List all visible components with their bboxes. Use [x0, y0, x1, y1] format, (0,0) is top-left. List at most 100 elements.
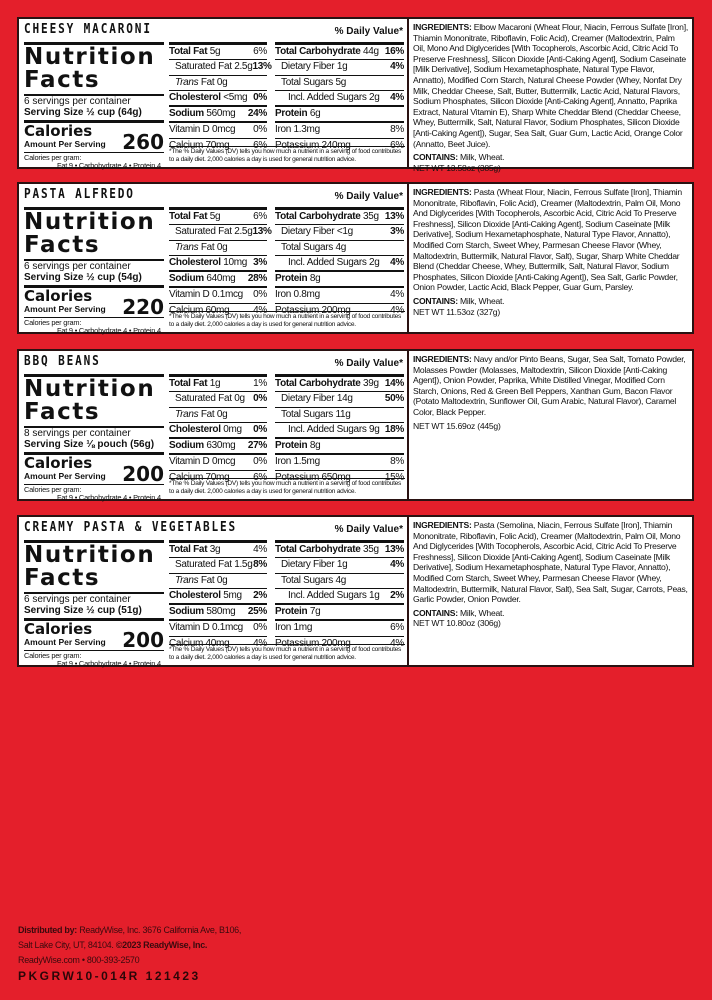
nutrient-amount: 1.5g [234, 559, 253, 571]
nutrient-label: Cholesterol [169, 256, 221, 268]
nutrient-row: Total Fat 1g 1% [169, 377, 267, 393]
calories-label: Calories [24, 620, 93, 638]
product-name: BBQ BEANS [24, 354, 101, 369]
nutrient-row: Potassium 240mg 6% [275, 139, 404, 153]
nutrient-row: Sodium 580mg 25% [169, 605, 267, 622]
nutrient-label: Saturated Fat [175, 559, 232, 571]
daily-value-header: % Daily Value* [334, 26, 403, 37]
nutrient-dv: 8% [390, 124, 404, 136]
distributor-line: Distributed by: ReadyWise, Inc. 3676 Cal… [18, 923, 241, 938]
nutrient-row: Total Sugars 4g [275, 574, 404, 589]
product-name: PASTA ALFREDO [24, 187, 135, 202]
nutrient-amount: 7g [309, 606, 321, 618]
nutrient-amount: 0.1mcg [211, 622, 243, 634]
dv-footnote: *The % Daily Values (DV) tells you how m… [169, 644, 405, 661]
nutrient-label: Cholesterol [169, 91, 221, 103]
nutrient-label: Potassium [275, 139, 319, 151]
nutrient-amount: 630mg [206, 440, 236, 452]
nutrient-amount: 640mg [206, 273, 236, 285]
calories-block: Calories Amount Per Serving 220 [24, 285, 164, 317]
nutrient-amount: 10mg [223, 256, 248, 268]
nutrient-label: Iron [275, 622, 292, 634]
nutrient-row: Dietary Fiber 1g 4% [275, 558, 404, 574]
nutrient-row: Potassium 200mg 4% [275, 637, 404, 651]
contains-label: CONTAINS: [413, 607, 458, 618]
nutrient-amount: 0mcg [211, 124, 236, 136]
nutrient-label: Potassium [275, 637, 319, 649]
nutrient-dv: 4% [390, 61, 404, 73]
nutrient-dv: 27% [247, 440, 267, 452]
nutrient-amount: 1g [336, 61, 348, 73]
nutrient-label: Total Carbohydrate [275, 46, 361, 57]
nutrient-dv: 0% [253, 456, 267, 468]
nutrient-amount: 200mg [321, 304, 351, 316]
nutrient-amount: 70mg [205, 139, 230, 151]
nutrient-dv: 25% [247, 606, 267, 618]
nutrient-amount: 1g [209, 378, 221, 389]
nutrient-label: Calcium [169, 471, 204, 483]
nutrient-row: Dietary Fiber 1g 4% [275, 60, 404, 76]
nutrient-row: Calcium 60mg 4% [169, 304, 267, 318]
ingredients-text: Pasta (Wheat Flour, Niacin, Ferrous Sulf… [413, 187, 682, 293]
facts-heading: Facts [24, 67, 101, 93]
nutrient-row: Saturated Fat 2.5g 13% [169, 225, 272, 241]
product-name: CREAMY PASTA & VEGETABLES [24, 520, 238, 535]
nutrition-heading: Nutrition [24, 44, 156, 70]
amount-per-serving: Amount Per Serving [24, 637, 106, 647]
nutrient-amount: 4g [335, 574, 347, 586]
calories-per-gram-values: Fat 9 • Carbohydrate 4 • Protein 4 [57, 326, 161, 335]
nutrient-row: Trans Fat 0g [169, 241, 267, 256]
servings-per-container: 6 servings per container [24, 592, 164, 605]
nutrient-label: Vitamin D [169, 124, 210, 136]
ingredients-label: INGREDIENTS: [413, 187, 472, 197]
net-weight: NET WT 15.69oz (445g) [413, 420, 501, 431]
nutrient-row: Dietary Fiber 14g 50% [275, 392, 404, 408]
nutrient-amount: 1.3mg [293, 124, 321, 136]
nutrient-amount: 0mcg [211, 456, 236, 468]
nutrient-label: Dietary Fiber [281, 393, 335, 405]
net-weight: NET WT 10.80oz (306g) [413, 618, 501, 629]
product-name: CHEESY MACARONI [24, 22, 152, 37]
nutrient-amount: 200mg [321, 637, 351, 649]
nutrient-dv: 4% [253, 637, 267, 649]
calories-per-gram: Calories per gram: Fat 9 • Carbohydrate … [24, 152, 164, 170]
nutrient-dv: 0% [253, 124, 267, 136]
ingredients-label: INGREDIENTS: [413, 354, 472, 364]
calories-per-gram-values: Fat 9 • Carbohydrate 4 • Protein 4 [57, 161, 161, 170]
amount-per-serving: Amount Per Serving [24, 139, 106, 149]
dv-footnote: *The % Daily Values (DV) tells you how m… [169, 478, 405, 495]
calories-per-gram-values: Fat 9 • Carbohydrate 4 • Protein 4 [57, 659, 161, 668]
nutrition-summary: Nutrition Facts 8 servings per container… [24, 374, 164, 502]
calories-per-gram: Calories per gram: Fat 9 • Carbohydrate … [24, 484, 164, 502]
nutrient-row: Vitamin D 0mcg 0% [169, 455, 267, 471]
nutrient-label: Incl. Added Sugars [288, 423, 367, 435]
nutrient-dv: 24% [247, 108, 267, 120]
nutrient-row: Sodium 630mg 27% [169, 439, 267, 456]
serving-size: Serving Size ½ cup (51g) [24, 605, 142, 616]
nutrient-label: Total Sugars [281, 76, 333, 88]
nutrient-dv: 13% [384, 544, 404, 555]
net-weight: NET WT 11.53oz (327g) [413, 306, 500, 317]
nutrient-label: Dietary Fiber [281, 226, 335, 238]
nutrient-row: Incl. Added Sugars 2g 4% [275, 256, 404, 273]
nutrient-row: Protein 8g [275, 439, 404, 456]
nutrient-label: Cholesterol [169, 423, 221, 435]
nutrient-dv: 4% [253, 544, 267, 555]
nutrient-label: Incl. Added Sugars [288, 589, 367, 601]
nutrient-row: Trans Fat 0g [169, 574, 267, 589]
nutrient-dv: 6% [390, 622, 404, 634]
nutrient-row: Iron 1.5mg 8% [275, 455, 404, 471]
nutrient-label: Saturated Fat [175, 226, 232, 238]
nutrient-row: Potassium 200mg 4% [275, 304, 404, 318]
nutrient-row: Protein 7g [275, 605, 404, 622]
nutrient-row: Cholesterol 10mg 3% [169, 256, 267, 273]
nutrient-dv: 0% [253, 393, 267, 405]
nutrient-label: Total Fat [169, 46, 208, 57]
nutrient-amount: 240mg [321, 139, 351, 151]
nutrient-row: Cholesterol 5mg 2% [169, 589, 267, 606]
nutrient-amount: 0.1mcg [211, 289, 243, 301]
dv-footnote: *The % Daily Values (DV) tells you how m… [169, 146, 405, 163]
daily-value-header: % Daily Value* [334, 191, 403, 202]
nutrient-dv: 13% [252, 61, 272, 73]
nutrient-row: Calcium 40mg 4% [169, 637, 267, 651]
